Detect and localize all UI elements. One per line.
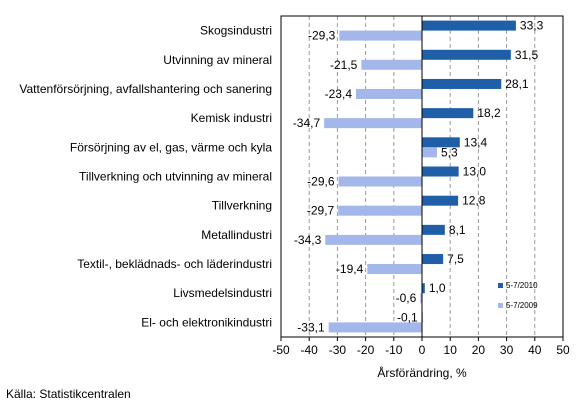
bar-5-7/2009 xyxy=(420,293,422,304)
category-label: Tillverkning och utvinning av mineral xyxy=(79,170,272,184)
value-label: 18,2 xyxy=(477,106,501,120)
value-label: -29,6 xyxy=(307,175,335,189)
bar-5-7/2009 xyxy=(367,264,422,275)
bar-5-7/2009 xyxy=(324,118,422,129)
bar-5-7/2010 xyxy=(422,283,425,294)
x-tick-label: -30 xyxy=(329,343,347,357)
bar-5-7/2009 xyxy=(325,234,422,245)
bar-5-7/2009 xyxy=(328,322,422,333)
value-label: 8,1 xyxy=(449,223,466,237)
x-tick-label: 0 xyxy=(419,343,426,357)
category-label: El- och elektronikindustri xyxy=(141,315,272,329)
legend-swatch xyxy=(498,303,503,308)
bar-5-7/2010 xyxy=(422,254,444,265)
value-label: 31,5 xyxy=(515,48,539,62)
bar-5-7/2010 xyxy=(422,78,502,89)
x-tick-label: 10 xyxy=(444,343,458,357)
x-tick-label: -40 xyxy=(301,343,319,357)
category-label: Vattenförsörjning, avfallshantering och … xyxy=(19,82,272,96)
legend-swatch xyxy=(498,283,503,288)
x-tick-label: 50 xyxy=(556,343,570,357)
value-label: -29,7 xyxy=(307,204,335,218)
x-axis-title: Årsförändring, % xyxy=(377,365,467,380)
value-label: 1,0 xyxy=(429,281,446,295)
x-tick-label: -10 xyxy=(385,343,403,357)
value-label: -0,6 xyxy=(396,291,417,305)
bar-5-7/2009 xyxy=(361,59,422,70)
category-label: Utvinning av mineral xyxy=(163,53,272,67)
bar-5-7/2010 xyxy=(422,137,460,148)
bar-5-7/2009 xyxy=(339,30,422,41)
bar-5-7/2010 xyxy=(422,108,474,119)
category-label: Livsmedelsindustri xyxy=(173,286,272,300)
bar-5-7/2009 xyxy=(356,88,422,99)
category-label: Skogsindustri xyxy=(200,24,272,38)
x-tick-label: -20 xyxy=(357,343,375,357)
legend-label: 5-7/2010 xyxy=(506,281,538,290)
bar-5-7/2009 xyxy=(338,205,422,216)
value-label: -21,5 xyxy=(330,58,358,72)
x-tick-label: 40 xyxy=(528,343,542,357)
value-label: 28,1 xyxy=(505,77,529,91)
x-tick-label: -50 xyxy=(272,343,290,357)
category-label: Kemisk industri xyxy=(191,111,272,125)
x-tick-label: 20 xyxy=(472,343,486,357)
bar-5-7/2010 xyxy=(422,166,459,177)
x-axis: -50 -40 -30 -20 -10 0 10 20 30 40 50 xyxy=(272,15,570,357)
value-label: -33,1 xyxy=(297,320,325,334)
value-label: -23,4 xyxy=(325,87,353,101)
value-label: -0,1 xyxy=(397,310,418,324)
bars xyxy=(324,20,516,333)
value-labels: 33,3 -29,3 31,5 -21,5 28,1 -23,4 18,2 -34,7 13,4… xyxy=(293,19,544,335)
bar-5-7/2010 xyxy=(422,49,511,60)
category-label: Textil-, beklädnads- och läderindustri xyxy=(77,257,272,271)
bar-5-7/2010 xyxy=(422,224,445,235)
x-tick-label: 30 xyxy=(500,343,514,357)
category-label: Försörjning av el, gas, värme och kyla xyxy=(70,140,272,154)
value-label: 7,5 xyxy=(447,252,464,266)
value-label: 12,8 xyxy=(462,194,486,208)
bar-5-7/2010 xyxy=(422,195,459,206)
category-label: Metallindustri xyxy=(201,228,272,242)
bar-5-7/2010 xyxy=(422,20,516,31)
value-label: -29,3 xyxy=(308,29,336,43)
category-labels: Skogsindustri Utvinning av mineral Vattenf… xyxy=(19,24,272,330)
legend: 5-7/2010 5-7/2009 xyxy=(498,281,538,310)
value-label: -34,7 xyxy=(293,116,321,130)
category-label: Tillverkning xyxy=(212,199,272,213)
value-label: -19,4 xyxy=(336,262,364,276)
bar-5-7/2009 xyxy=(422,147,437,158)
source-note: Källa: Statistikcentralen xyxy=(6,387,131,401)
value-label: 5,3 xyxy=(441,145,458,159)
bar-5-7/2009 xyxy=(338,176,422,187)
legend-label: 5-7/2009 xyxy=(506,301,538,310)
value-label: -34,3 xyxy=(294,233,322,247)
value-label: 13,4 xyxy=(464,135,488,149)
value-label: 13,0 xyxy=(463,165,487,179)
value-label: 33,3 xyxy=(520,19,544,33)
